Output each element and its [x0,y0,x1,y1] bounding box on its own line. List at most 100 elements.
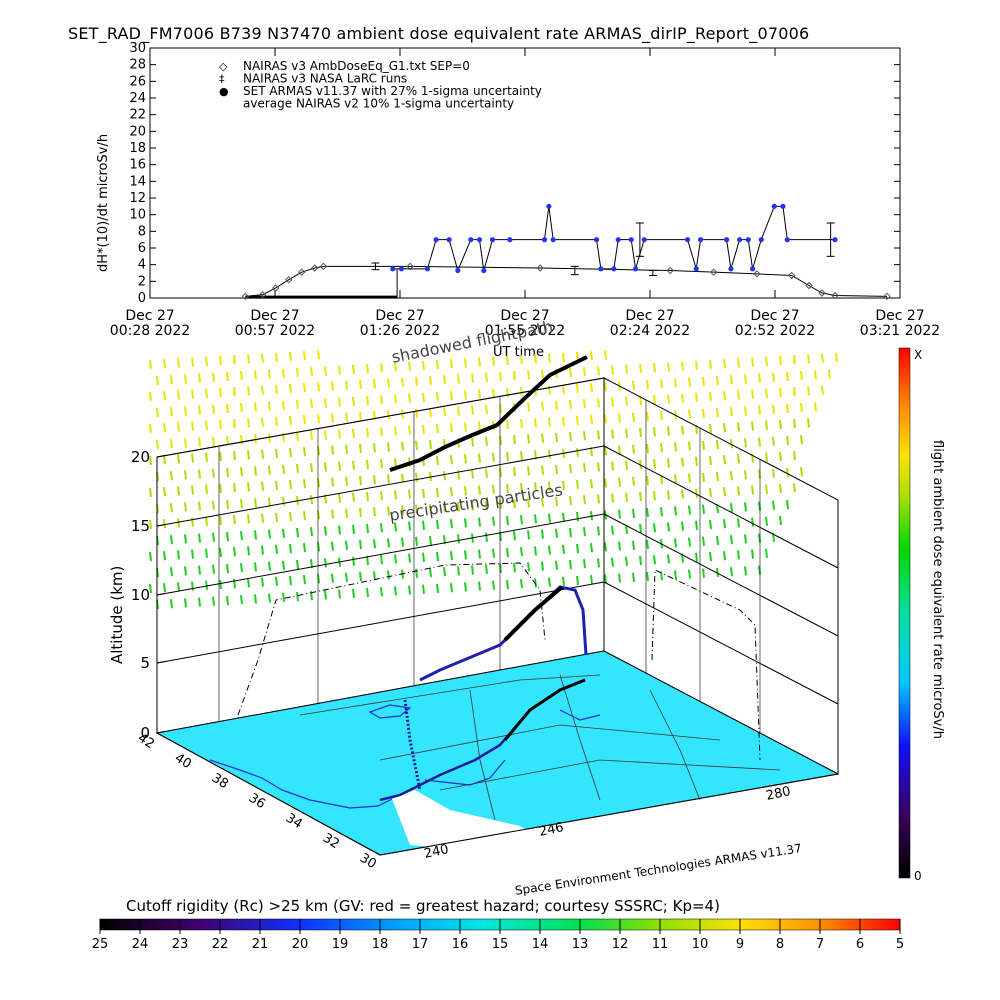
particle-streak [464,486,467,496]
particle-streak [345,540,348,550]
particle-streak [436,551,439,562]
armas-point [433,237,439,243]
particle-streak [373,379,376,389]
particle-streak [548,449,551,459]
particle-streak [366,395,369,406]
particle-streak [625,492,628,502]
flightpath-ground-upper [503,678,586,741]
particle-streak [429,567,432,578]
particle-streak [247,578,250,588]
particle-streak [583,399,586,409]
particle-streak [275,384,278,394]
particle-streak [261,449,264,459]
armas-point [481,267,487,274]
particle-streak [597,366,600,376]
particle-streak [513,371,516,381]
particle-streak [261,417,264,427]
particle-streak [765,548,768,558]
particle-streak [310,367,313,377]
particle-streak [471,373,474,383]
particle-streak [289,415,292,426]
particle-streak [205,388,208,398]
particle-streak [646,475,649,486]
particle-streak [737,550,740,560]
particle-streak [660,507,663,517]
x-tick-day: Dec 27 [125,308,174,324]
particle-streak [247,386,250,396]
map-ocean-gap [392,790,540,851]
particle-streak [247,450,250,460]
particle-streak [170,503,173,513]
particle-streak [317,414,320,424]
particle-streak [688,569,691,579]
particle-streak [219,515,222,526]
particle-streak [373,539,376,549]
x-tick-time: 02:24 2022 [610,323,690,339]
particle-streak [604,446,607,456]
nairas-point [272,284,280,292]
particle-streak [184,438,187,448]
particle-streak [296,367,299,378]
particle-streak [527,498,530,508]
particle-streak [730,471,733,481]
particle-streak [149,551,152,562]
particle-streak [352,492,355,502]
particle-streak [590,575,593,585]
particle-streak [639,555,642,566]
bottom-colorbar-ticks: 25 24 23 22 21 20 19 18 17 16 15 14 13 12 11 10 9 8 7 6 5 [92,919,904,952]
x-tick-time: 02:52 2022 [735,323,815,339]
particle-streak [331,509,334,519]
particle-streak [744,374,747,384]
particle-streak [212,372,215,382]
particle-streak [793,451,796,461]
particle-streak [562,384,565,394]
particle-streak [562,352,565,362]
particle-streak [401,505,404,515]
particle-streak [667,522,670,532]
particle-streak [702,440,705,450]
particle-streak [723,359,726,369]
particle-streak [632,412,635,422]
particle-streak [688,473,691,483]
particle-streak [198,533,201,543]
particle-streak [443,503,446,513]
particle-streak [163,487,166,497]
particle-streak [219,451,222,462]
particle-streak [226,531,229,542]
particle-streak [275,576,278,586]
particle-streak [163,551,166,561]
particle-streak [198,469,201,479]
particle-streak [765,356,768,366]
particle-streak [478,485,481,495]
particle-streak [289,351,292,362]
armas-point [593,237,600,243]
particle-streak [555,560,558,570]
particle-streak [702,568,705,578]
particle-streak [527,466,530,476]
particle-streak [716,535,719,546]
particle-streak [688,409,691,419]
particle-streak [555,496,558,506]
particle-streak [429,535,432,546]
particle-streak [380,491,383,501]
colorbar-tick-label: 23 [172,937,189,952]
particle-streak [681,457,684,467]
particle-streak [296,527,299,538]
particle-streak [205,356,208,366]
particle-streak [415,472,418,482]
particle-streak [583,495,586,505]
particle-streak [436,583,439,594]
particle-streak [646,571,649,582]
particle-streak [828,369,831,379]
particle-streak [478,549,481,559]
particle-streak [548,513,551,523]
particle-streak [352,524,355,534]
particle-streak [779,419,782,430]
particle-streak [744,502,747,512]
particle-streak [604,382,607,392]
particle-streak [289,511,292,522]
particle-streak [800,467,803,477]
particle-streak [205,452,208,462]
particle-streak [793,355,796,365]
colorbar-tick-label: 20 [292,937,309,952]
